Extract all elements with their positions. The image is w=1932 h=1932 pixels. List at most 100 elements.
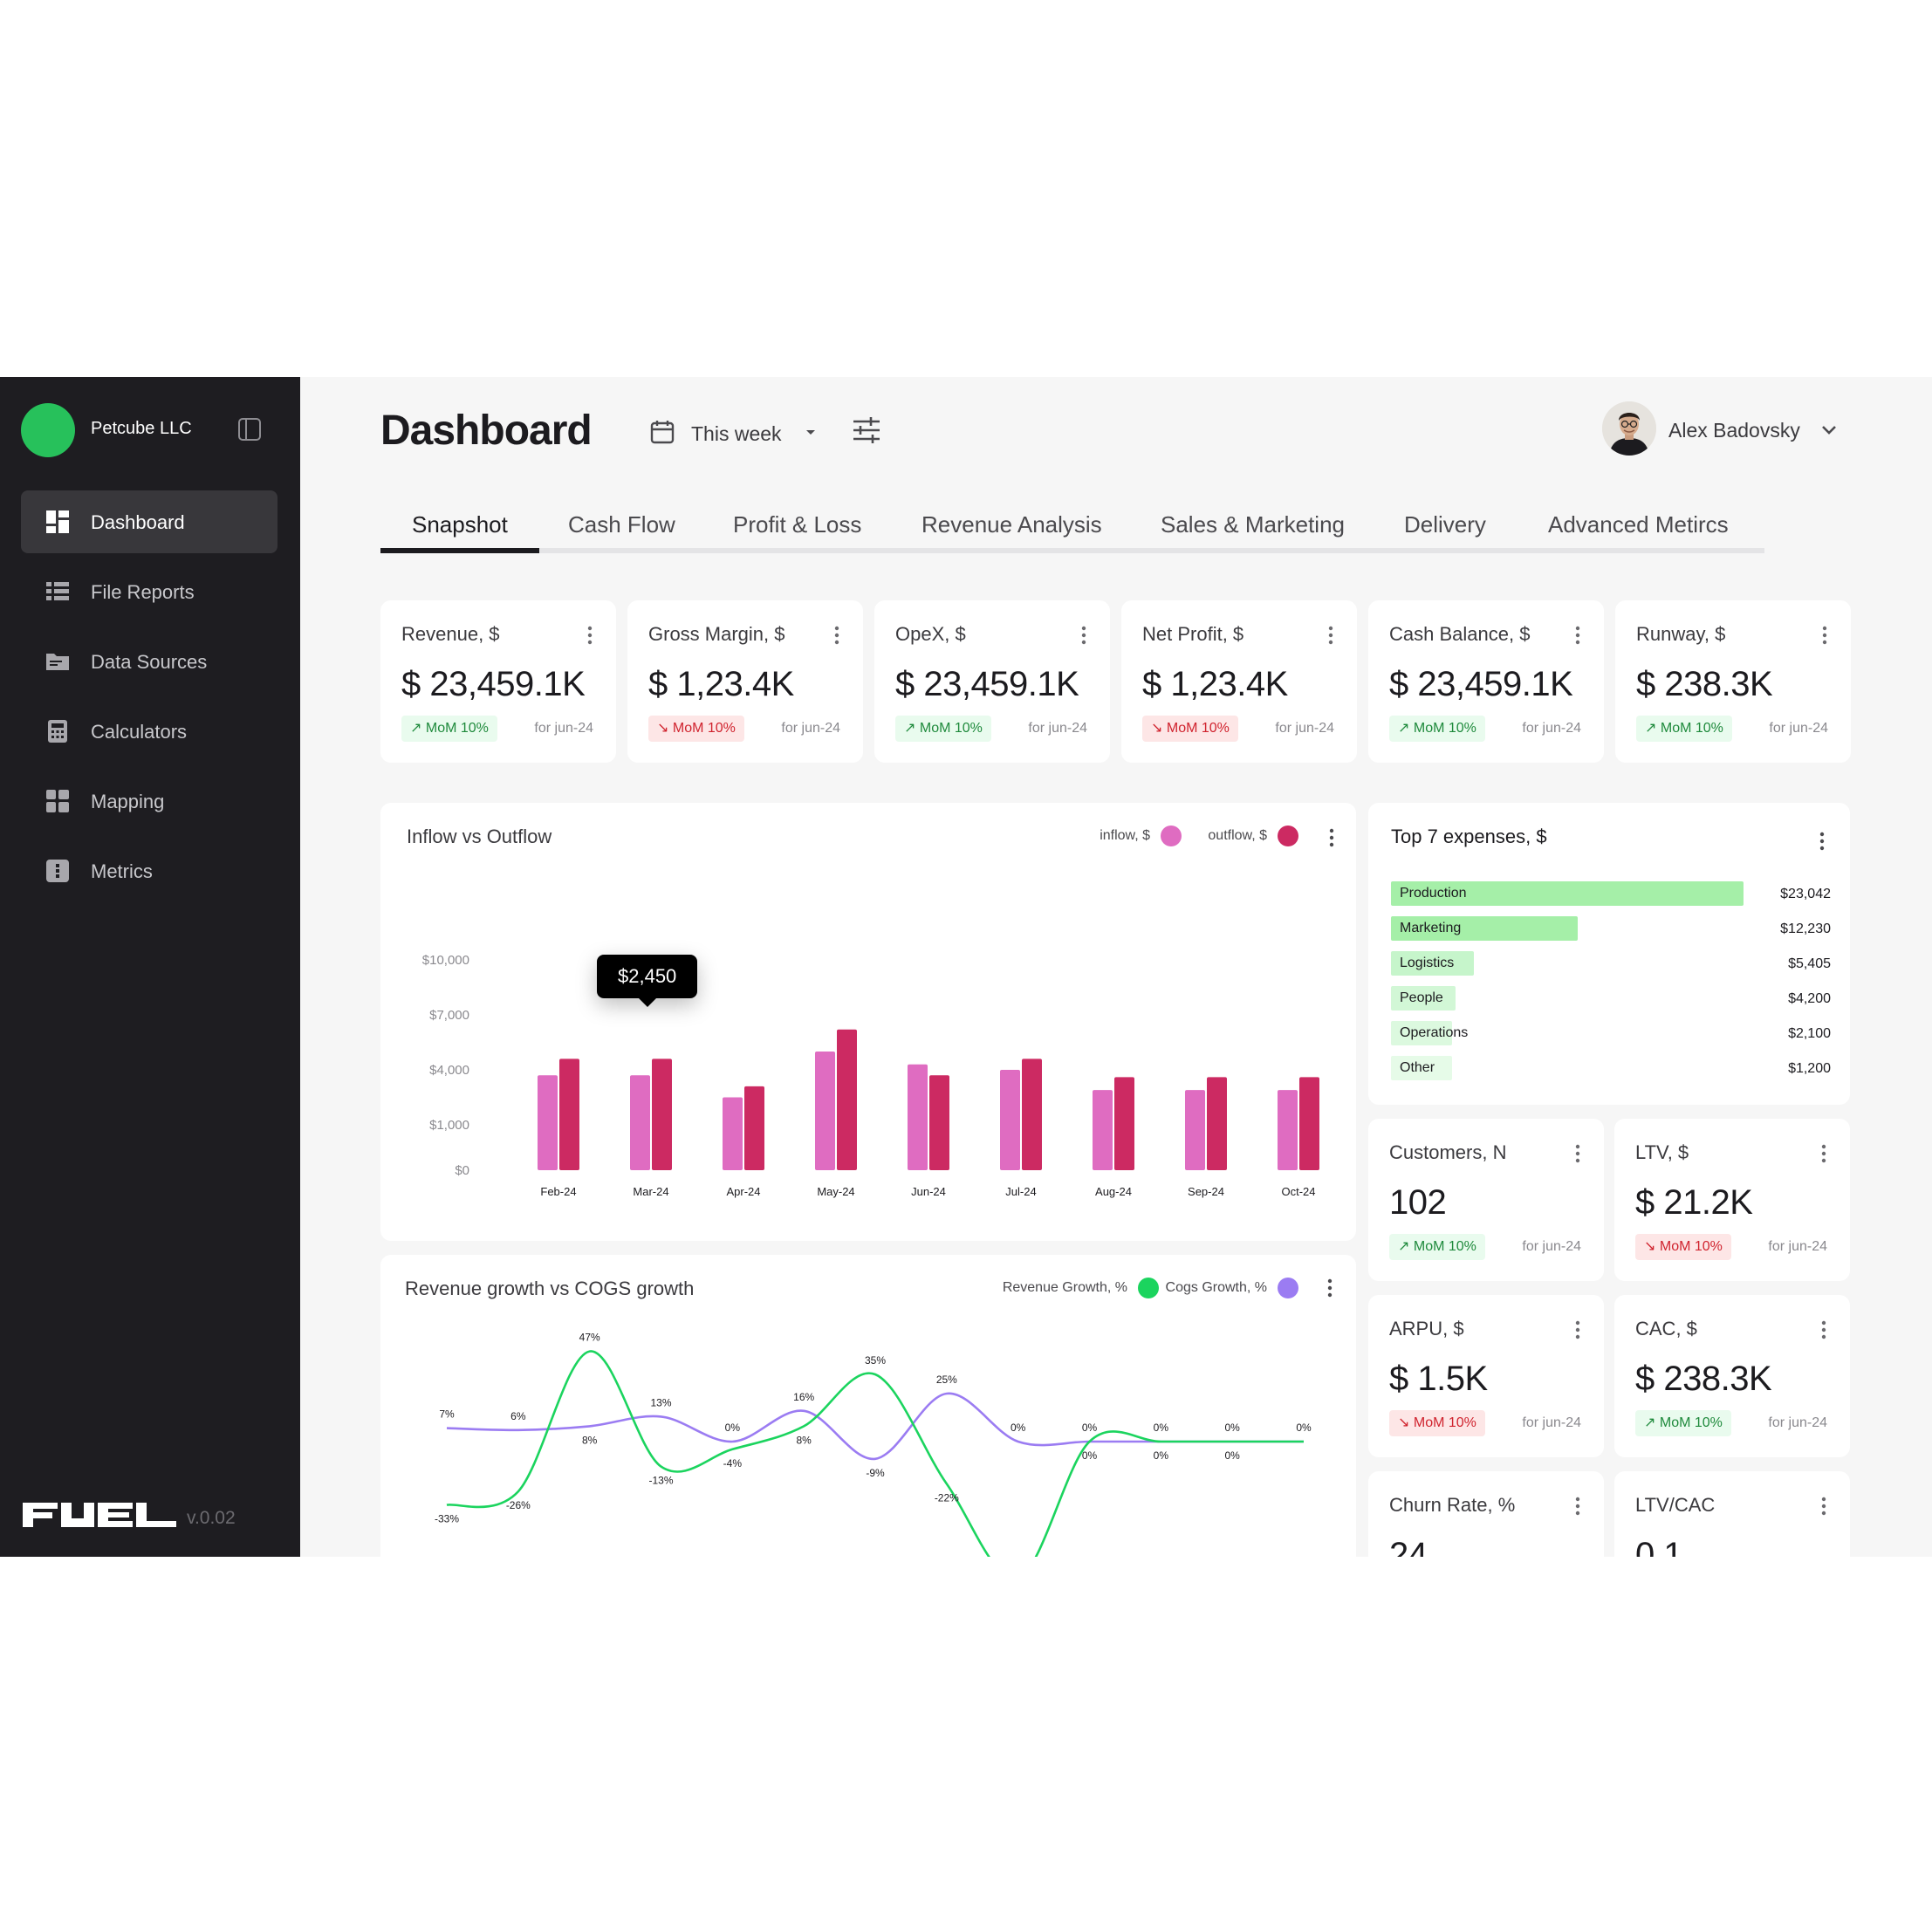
more-icon[interactable] [1075, 625, 1093, 646]
company-switcher[interactable]: Petcube LLC [21, 403, 274, 457]
more-icon[interactable] [1569, 625, 1586, 646]
chart-title: Revenue growth vs COGS growth [405, 1278, 695, 1299]
more-icon[interactable] [828, 625, 846, 646]
expense-row-other[interactable]: Other $1,200 [1391, 1056, 1831, 1080]
expense-label: Production [1400, 886, 1467, 901]
user-menu[interactable]: Alex Badovsky [1602, 401, 1846, 457]
sidebar-item-metrics[interactable]: Metrics [21, 839, 277, 902]
trend-badge-label: MoM 10% [672, 721, 736, 736]
more-icon[interactable] [1813, 831, 1831, 852]
kpi-card-net-profit[interactable]: Net Profit, $ $ 1,23.4K ↘ MoM 10% for jun-2… [1121, 600, 1357, 763]
x-tick-label: Jun-24 [911, 1185, 946, 1198]
tab-delivery[interactable]: Delivery [1404, 511, 1486, 538]
bar-outflow-jul-24[interactable] [1022, 1058, 1042, 1170]
kpi-card-revenue[interactable]: Revenue, $ $ 23,459.1K ↗ MoM 10% for jun-24 [380, 600, 616, 763]
tab-advanced-metrics[interactable]: Advanced Metircs [1548, 511, 1729, 538]
sidebar-item-mapping[interactable]: Mapping [21, 770, 277, 832]
legend-item-revenue-growth[interactable]: Revenue Growth, % [967, 1274, 1159, 1302]
bar-outflow-oct-24[interactable] [1299, 1077, 1319, 1170]
kpi-title: Runway, $ [1636, 623, 1726, 645]
tab-sales-marketing[interactable]: Sales & Marketing [1161, 511, 1345, 538]
expense-row-logistics[interactable]: Logistics $5,405 [1391, 951, 1831, 976]
sidebar-item-label: Metrics [91, 860, 153, 882]
data-label-cogs-growth: 8% [582, 1434, 598, 1446]
sidebar-item-data-sources[interactable]: Data Sources [21, 630, 277, 693]
kpi-card-ltv-cac[interactable]: LTV/CAC 0.1 [1614, 1471, 1850, 1557]
kpi-card-churn-rate[interactable]: Churn Rate, % 24 [1368, 1471, 1604, 1557]
data-label-revenue-growth: 0% [1296, 1422, 1312, 1434]
expense-row-production[interactable]: Production $23,042 [1391, 881, 1831, 906]
kpi-card-runway[interactable]: Runway, $ $ 238.3K ↗ MoM 10% for jun-24 [1615, 600, 1851, 763]
expense-bar [1391, 1021, 1452, 1045]
tab-profit-loss[interactable]: Profit & Loss [733, 511, 862, 538]
more-icon[interactable] [1815, 1319, 1833, 1340]
more-icon[interactable] [1569, 1496, 1586, 1517]
more-icon[interactable] [1815, 1496, 1833, 1517]
kpi-value: $ 23,459.1K [1389, 665, 1573, 703]
kpi-card-customers-n[interactable]: Customers, N 102 ↗ MoM 10% for jun-24 [1368, 1119, 1604, 1281]
sidebar-item-file-reports[interactable]: File Reports [21, 560, 277, 623]
expense-value: $2,100 [1788, 1026, 1831, 1041]
bar-outflow-mar-24[interactable] [652, 1058, 672, 1170]
kpi-card-opex[interactable]: OpeX, $ $ 23,459.1K ↗ MoM 10% for jun-24 [874, 600, 1110, 763]
date-range-picker[interactable]: This week [649, 415, 824, 450]
more-icon[interactable] [1323, 827, 1340, 848]
expense-row-people[interactable]: People $4,200 [1391, 986, 1831, 1011]
avatar [1602, 401, 1656, 456]
bar-inflow-sep-24[interactable] [1185, 1090, 1205, 1170]
legend-item-inflow[interactable]: inflow, $ [1059, 822, 1182, 850]
kpi-card-arpu[interactable]: ARPU, $ $ 1.5K ↘ MoM 10% for jun-24 [1368, 1295, 1604, 1457]
bar-inflow-jun-24[interactable] [908, 1064, 928, 1170]
more-icon[interactable] [1569, 1319, 1586, 1340]
tab-revenue-analysis[interactable]: Revenue Analysis [921, 511, 1102, 538]
series-line-cogs-growth[interactable] [446, 1392, 1304, 1461]
bar-inflow-feb-24[interactable] [538, 1075, 558, 1170]
more-icon[interactable] [1816, 625, 1833, 646]
bar-outflow-feb-24[interactable] [559, 1058, 579, 1170]
kpi-card-cash-balance[interactable]: Cash Balance, $ $ 23,459.1K ↗ MoM 10% for j… [1368, 600, 1604, 763]
legend-dot-cogs [1278, 1278, 1298, 1298]
legend-label: outflow, $ [1208, 828, 1267, 843]
bar-outflow-aug-24[interactable] [1114, 1077, 1134, 1170]
kpi-value: $ 23,459.1K [401, 665, 586, 703]
kpi-card-ltv[interactable]: LTV, $ $ 21.2K ↘ MoM 10% for jun-24 [1614, 1119, 1850, 1281]
data-label-cogs-growth: 6% [510, 1410, 526, 1422]
y-tick-label: $10,000 [422, 953, 469, 968]
kpi-card-gross-margin[interactable]: Gross Margin, $ $ 1,23.4K ↘ MoM 10% for jun… [627, 600, 863, 763]
tab-snapshot[interactable]: Snapshot [412, 511, 508, 538]
sidebar-collapse-icon[interactable] [237, 417, 262, 442]
bar-outflow-may-24[interactable] [837, 1029, 857, 1170]
legend-label: Cogs Growth, % [1165, 1280, 1267, 1295]
more-icon[interactable] [1322, 625, 1339, 646]
kpi-title: OpeX, $ [895, 623, 966, 645]
kpi-value: $ 23,459.1K [895, 665, 1079, 703]
series-line-revenue-growth[interactable] [446, 1350, 1304, 1557]
bar-inflow-oct-24[interactable] [1278, 1090, 1298, 1170]
kpi-card-cac[interactable]: CAC, $ $ 238.3K ↗ MoM 10% for jun-24 [1614, 1295, 1850, 1457]
sidebar-item-dashboard[interactable]: Dashboard [21, 490, 277, 553]
tab-cash-flow[interactable]: Cash Flow [568, 511, 675, 538]
more-icon[interactable] [581, 625, 599, 646]
more-icon[interactable] [1569, 1143, 1586, 1164]
legend-item-cogs-growth[interactable]: Cogs Growth, % [1159, 1274, 1298, 1302]
bar-inflow-aug-24[interactable] [1093, 1090, 1113, 1170]
filter-settings-icon[interactable] [852, 415, 881, 445]
kpi-title: Cash Balance, $ [1389, 623, 1531, 645]
expense-row-marketing[interactable]: Marketing $12,230 [1391, 916, 1831, 941]
more-icon[interactable] [1321, 1278, 1339, 1298]
bar-inflow-jul-24[interactable] [1000, 1070, 1020, 1170]
sidebar-item-calculators[interactable]: Calculators [21, 700, 277, 763]
bar-outflow-sep-24[interactable] [1207, 1077, 1227, 1170]
legend-item-outflow[interactable]: outflow, $ [1176, 822, 1298, 850]
bar-inflow-may-24[interactable] [815, 1052, 835, 1170]
kpi-value: 0.1 [1635, 1536, 1683, 1557]
more-icon[interactable] [1815, 1143, 1833, 1164]
kpi-period: for jun-24 [1522, 1415, 1581, 1430]
bar-inflow-apr-24[interactable] [723, 1097, 743, 1171]
chevron-down-icon [1822, 426, 1836, 435]
expense-row-operations[interactable]: Operations $2,100 [1391, 1021, 1831, 1045]
kpi-period: for jun-24 [1522, 1239, 1581, 1254]
bar-inflow-mar-24[interactable] [630, 1075, 650, 1170]
bar-outflow-apr-24[interactable] [744, 1086, 764, 1170]
bar-outflow-jun-24[interactable] [929, 1075, 949, 1170]
